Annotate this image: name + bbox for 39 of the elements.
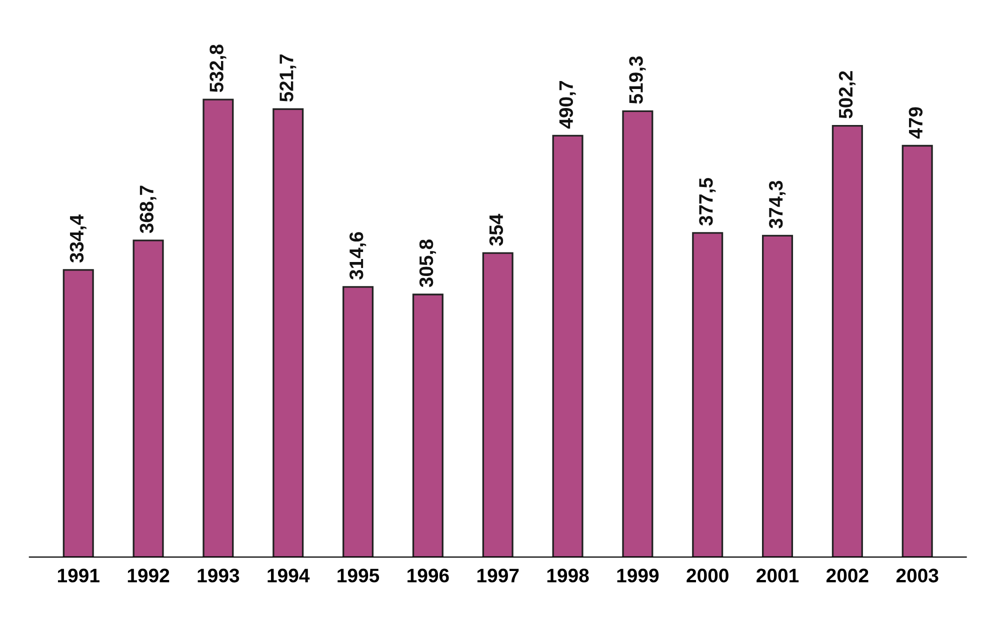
data-label: 502,2 <box>838 71 856 118</box>
x-tick-label: 2001 <box>756 568 799 582</box>
x-tick-label: 1999 <box>617 568 659 582</box>
x-tick-label: 1995 <box>338 568 380 582</box>
data-label: 305,8 <box>419 240 436 288</box>
bar <box>482 252 514 558</box>
x-tick-label: 2002 <box>826 568 868 582</box>
x-tick-label: 1992 <box>128 568 170 582</box>
x-tick-label: 2003 <box>896 568 938 582</box>
bar <box>132 240 164 558</box>
bar <box>692 232 724 558</box>
data-label: 374,3 <box>768 180 786 228</box>
data-label: 377,5 <box>699 178 716 226</box>
bar <box>412 294 444 558</box>
data-label: 368,7 <box>140 186 156 234</box>
x-tick-label: 1993 <box>198 568 240 582</box>
x-tick-label: 1991 <box>58 568 100 582</box>
bar <box>342 286 374 558</box>
data-label: 490,7 <box>559 81 576 129</box>
x-tick-label: 2000 <box>686 568 728 582</box>
bar <box>902 144 933 558</box>
x-tick-label: 1994 <box>268 568 310 582</box>
data-label: 479 <box>908 107 923 139</box>
data-label: 334,4 <box>70 214 86 263</box>
data-label: 314,6 <box>349 232 366 280</box>
bar <box>62 269 94 558</box>
x-tick-label: 1998 <box>547 568 589 582</box>
data-label: 532,8 <box>210 44 226 92</box>
bar <box>272 108 304 558</box>
bar <box>832 125 863 558</box>
x-tick-label: 1997 <box>477 568 519 582</box>
bar <box>202 98 234 558</box>
data-label: 521,7 <box>280 54 296 102</box>
data-label: 354 <box>489 214 504 246</box>
data-label: 519,3 <box>629 56 646 104</box>
bar <box>762 234 794 558</box>
x-tick-label: 1996 <box>408 568 449 582</box>
bar <box>622 110 654 558</box>
bar <box>552 134 584 558</box>
